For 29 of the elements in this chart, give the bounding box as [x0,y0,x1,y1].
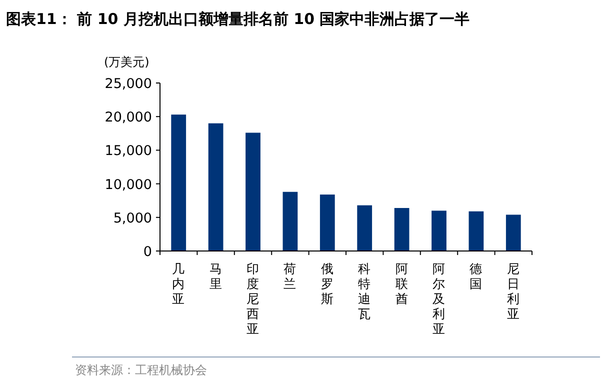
bar [394,208,410,251]
x-tick-label: 印度尼西亚 [246,261,260,336]
bar [282,192,298,251]
x-tick-label: 德国 [470,261,483,291]
y-tick-label: 25,000 [104,76,152,92]
y-tick-label: 15,000 [104,143,152,160]
bar [208,123,224,251]
x-tick-label: 科特迪瓦 [358,261,372,321]
x-tick-label: 阿尔及利亚 [432,261,446,336]
bar [432,210,446,251]
x-tick-label: 俄罗斯 [320,261,334,306]
x-tick-label: 荷兰 [284,261,297,291]
y-axis-title: (万美元) [104,55,150,69]
chart-title: 图表11： 前 10 月挖机出口额增量排名前 10 国家中非洲占据了一半 [6,10,470,28]
y-tick-label: 0 [143,244,152,260]
bar [468,211,484,251]
bar [171,114,186,251]
y-tick-label: 10,000 [104,176,152,193]
text: 资料来源：工程机械协会 [75,363,207,377]
x-tick-label: 几内亚 [172,261,186,306]
x-tick-label: 阿联酋 [395,261,408,306]
y-tick-label: 20,000 [104,110,152,126]
x-tick-label: 尼日利亚 [506,261,520,321]
bar [320,194,335,251]
bar [506,214,521,251]
x-tick-label: 马里 [209,261,222,291]
bar [246,132,260,251]
y-tick-label: 5,000 [113,210,152,226]
bar [357,205,372,251]
